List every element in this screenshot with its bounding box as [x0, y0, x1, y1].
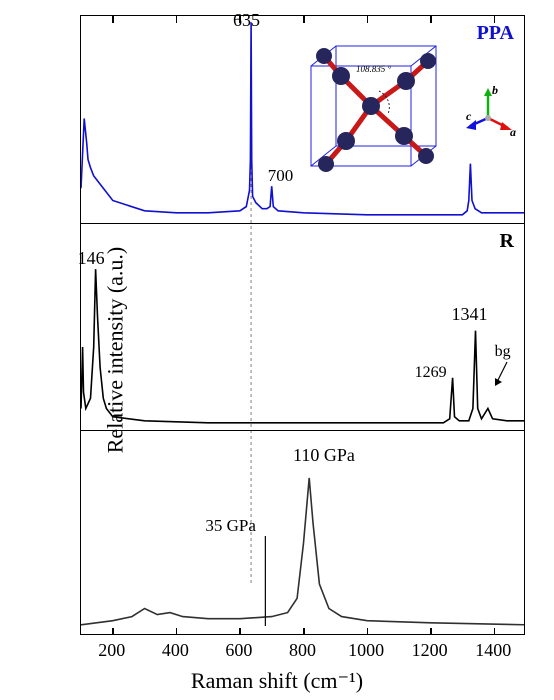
bg-arrow	[493, 360, 513, 390]
peak-label-635: 635	[233, 10, 260, 31]
panel-label-ppa: PPA	[477, 22, 514, 45]
plot-area: PPA 635 700	[80, 15, 525, 635]
panel-r: R 146 1269 1341 bg	[81, 223, 524, 430]
spectrum-r	[81, 224, 524, 430]
panel-label-r: R	[500, 230, 514, 253]
x-tick: 600	[219, 640, 259, 661]
x-tick: 1200	[410, 640, 450, 661]
x-tick: 800	[283, 640, 323, 661]
label-35gpa: 35 GPa	[205, 516, 256, 536]
figure: Relative intensity (a.u.) PPA 635 700	[0, 0, 554, 700]
inset-crystal: 108.835 °	[286, 36, 456, 186]
axes-tripod: b a c	[466, 86, 521, 141]
panel-pressure: 110 GPa 35 GPa	[81, 430, 524, 636]
peak-label-bg: bg	[495, 343, 511, 361]
panel-ppa: PPA 635 700	[81, 16, 524, 223]
peak-label-146: 146	[78, 248, 105, 269]
angle-label: 108.835 °	[356, 64, 392, 74]
x-tick: 400	[155, 640, 195, 661]
svg-text:b: b	[492, 86, 498, 97]
label-110gpa: 110 GPa	[293, 445, 355, 466]
x-tick: 200	[92, 640, 132, 661]
peak-label-1341: 1341	[451, 304, 487, 325]
x-axis-label: Raman shift (cm⁻¹)	[0, 668, 554, 694]
svg-text:a: a	[510, 125, 516, 139]
x-tick: 1000	[346, 640, 386, 661]
svg-text:c: c	[466, 109, 472, 123]
peak-label-1269: 1269	[415, 364, 447, 382]
x-tick: 1400	[473, 640, 513, 661]
